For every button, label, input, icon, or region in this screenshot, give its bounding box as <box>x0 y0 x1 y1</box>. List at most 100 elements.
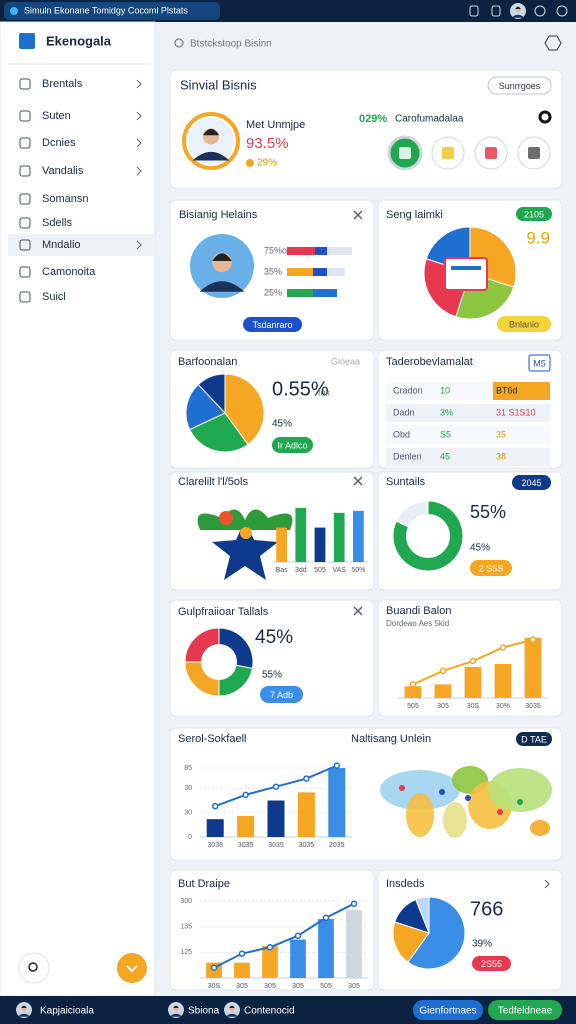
toolbar-icon[interactable] <box>534 5 546 17</box>
button-label[interactable]: 2 S5S <box>479 563 504 573</box>
stat: 029% <box>359 113 387 125</box>
search-button[interactable] <box>18 952 50 984</box>
menu-item[interactable]: Sdells <box>42 217 72 229</box>
toolbar-icon[interactable] <box>491 5 501 17</box>
button[interactable] <box>516 732 552 746</box>
tab-title[interactable]: Simuln Ekonane Tomidgy Cocoml Plstats <box>24 5 188 15</box>
row-label: 25% <box>264 287 282 297</box>
button-label[interactable]: Tsdanraro <box>252 320 292 330</box>
table-cell: 38 <box>496 451 506 461</box>
card-title: Taderobevlamalat <box>386 356 473 368</box>
dot <box>246 159 254 167</box>
map-region <box>406 793 434 837</box>
line-point <box>242 791 249 799</box>
table-row <box>386 448 550 466</box>
toolbar-icon[interactable] <box>469 5 479 17</box>
badge-label: M5 <box>533 358 546 368</box>
bar <box>267 800 285 837</box>
button[interactable] <box>488 1000 562 1020</box>
brand: Ekenogala <box>46 33 112 48</box>
button-label[interactable]: 2S55 <box>481 959 502 969</box>
menu-item[interactable]: Camonoita <box>42 266 96 278</box>
illustration-leaves <box>197 509 293 530</box>
illustration-flower <box>240 527 252 539</box>
map-region <box>530 820 550 836</box>
x-tick-label: 50% <box>351 567 365 574</box>
kpi-value: 0.55% <box>272 378 329 400</box>
button[interactable] <box>470 560 512 576</box>
action-glyph <box>126 965 138 973</box>
avatar-hair <box>229 1005 235 1008</box>
menu-item[interactable]: Suten <box>42 110 71 122</box>
kpi-value: 93.5% <box>246 135 289 152</box>
button[interactable] <box>243 317 302 332</box>
avatar-hair <box>21 1005 27 1008</box>
pie-slice <box>185 383 226 431</box>
button[interactable] <box>260 686 303 703</box>
pie-slice <box>189 412 249 453</box>
quick-action-glyph <box>399 147 411 159</box>
button-label[interactable]: D TAE <box>521 734 547 744</box>
button[interactable] <box>512 475 551 490</box>
menu-item[interactable]: Brentals <box>42 78 83 90</box>
button[interactable] <box>272 437 313 453</box>
badge <box>528 354 551 372</box>
avatar-hair <box>202 128 220 136</box>
button-label[interactable]: Tedfeldneae <box>498 1006 553 1017</box>
y-tick-label: 125 <box>180 949 192 956</box>
avatar-hair <box>515 6 521 9</box>
close-icon[interactable] <box>353 606 363 616</box>
menu-item[interactable]: Somansn <box>42 193 88 205</box>
x-tick-label: 3035 <box>299 842 315 849</box>
search-bar[interactable] <box>166 32 456 54</box>
close-icon[interactable] <box>353 210 363 220</box>
button-label[interactable]: Sunrrgoes <box>499 81 541 91</box>
search-glyph <box>174 38 184 48</box>
action-button[interactable] <box>117 953 147 983</box>
line-point <box>333 762 341 769</box>
menu-item[interactable]: Mndalio <box>42 239 81 251</box>
card-title: Naltisang Unlein <box>351 733 431 745</box>
bar <box>464 666 482 698</box>
avatar-body <box>199 281 245 292</box>
menu-item[interactable]: Vandalis <box>42 165 84 177</box>
line <box>213 902 355 969</box>
bar <box>353 510 364 562</box>
table-cell: 35 <box>496 429 506 439</box>
bar-segment <box>327 247 352 255</box>
bar <box>297 792 315 837</box>
button-label[interactable]: 2045 <box>521 478 541 488</box>
x-tick-label: 305 <box>437 703 449 710</box>
table-cell: Dadn <box>393 407 415 417</box>
x-tick-label: 3035 <box>238 842 254 849</box>
button-label[interactable]: 2105 <box>524 209 544 219</box>
toolbar-icon[interactable] <box>556 5 568 17</box>
button[interactable] <box>488 77 551 94</box>
x-tick-label: 305 <box>236 983 248 990</box>
pie-slice <box>197 373 226 415</box>
settings-icon[interactable] <box>544 35 562 51</box>
close-icon[interactable] <box>353 476 363 486</box>
button[interactable] <box>472 956 511 971</box>
button-label[interactable]: Gienfortnaes <box>419 1006 476 1017</box>
button-label[interactable]: Bnlanio <box>509 319 539 329</box>
kpi-sub: 39% <box>472 939 492 950</box>
user-name: Kapjaicioala <box>40 1006 94 1017</box>
button[interactable] <box>413 1000 483 1020</box>
row-label: 35% <box>264 266 282 276</box>
donut-hole <box>201 644 237 680</box>
button-label[interactable]: Ir Adlco <box>277 440 307 450</box>
menu-item[interactable]: Suicl <box>42 291 66 303</box>
map-pin <box>399 785 405 791</box>
kpi-unit: tox <box>318 387 331 397</box>
x-tick-label: Bas <box>276 567 289 574</box>
button[interactable] <box>497 316 551 332</box>
contact-name: Contenocid <box>244 1006 295 1017</box>
search-placeholder[interactable]: Btstckstoop Bisinn <box>190 39 272 50</box>
map-pin <box>517 799 523 805</box>
menu-item[interactable]: Dcnies <box>42 137 76 149</box>
gear-icon[interactable] <box>538 110 552 124</box>
button[interactable] <box>516 207 552 221</box>
browser-tab[interactable] <box>4 2 220 20</box>
button-label[interactable]: 7 Adb <box>270 690 293 700</box>
